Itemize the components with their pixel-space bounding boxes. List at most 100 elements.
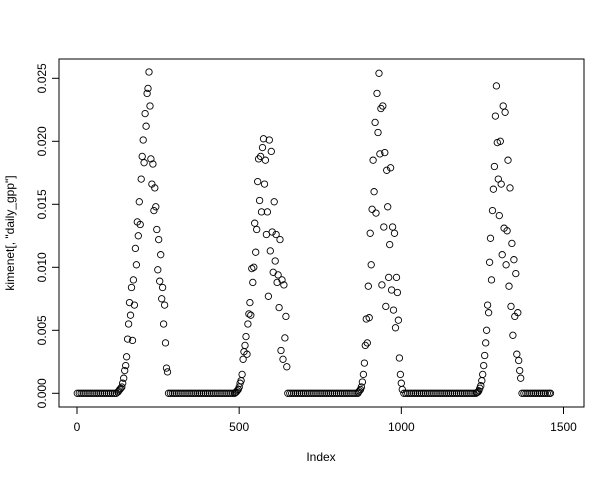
data-point bbox=[417, 389, 426, 397]
data-point bbox=[129, 276, 138, 284]
data-point bbox=[381, 148, 389, 157]
data-point bbox=[284, 389, 292, 397]
data-point bbox=[531, 389, 540, 397]
data-point bbox=[283, 363, 291, 371]
data-point bbox=[384, 203, 392, 211]
data-point bbox=[395, 354, 404, 362]
data-point bbox=[104, 389, 113, 397]
data-point bbox=[515, 356, 523, 365]
data-point bbox=[269, 268, 277, 276]
data-point bbox=[184, 389, 192, 397]
data-point bbox=[360, 359, 369, 367]
data-point bbox=[257, 208, 266, 216]
data-point bbox=[429, 389, 437, 397]
y-tick-label: 0.005 bbox=[35, 315, 49, 345]
data-point bbox=[334, 389, 343, 397]
data-point bbox=[490, 162, 499, 171]
data-point bbox=[370, 188, 378, 196]
data-point bbox=[139, 136, 147, 144]
data-point bbox=[146, 102, 154, 110]
data-point bbox=[357, 383, 366, 391]
data-point bbox=[377, 104, 385, 113]
data-point bbox=[379, 102, 387, 110]
data-point bbox=[211, 389, 219, 397]
data-point bbox=[524, 389, 532, 397]
y-tick-label: 0.020 bbox=[35, 126, 49, 156]
data-point bbox=[278, 276, 286, 284]
data-point bbox=[275, 303, 283, 312]
data-point bbox=[242, 332, 250, 341]
data-point bbox=[273, 278, 281, 287]
data-point bbox=[390, 229, 399, 237]
data-point bbox=[307, 389, 315, 397]
data-point bbox=[154, 266, 162, 274]
data-point bbox=[299, 389, 308, 397]
y-tick-label: 0.000 bbox=[35, 378, 49, 408]
data-point bbox=[276, 235, 284, 244]
data-point bbox=[372, 209, 380, 217]
data-point bbox=[110, 389, 118, 397]
data-point bbox=[166, 389, 175, 397]
data-point bbox=[85, 389, 93, 397]
data-point bbox=[241, 341, 249, 350]
data-point bbox=[516, 366, 524, 375]
data-point bbox=[255, 196, 264, 205]
data-point bbox=[134, 232, 142, 240]
data-point bbox=[363, 339, 371, 347]
data-point bbox=[487, 276, 496, 284]
data-point bbox=[81, 389, 89, 397]
data-point bbox=[233, 387, 241, 395]
data-point bbox=[142, 122, 150, 130]
data-point bbox=[151, 184, 159, 192]
data-point bbox=[118, 383, 126, 391]
data-point bbox=[137, 175, 145, 183]
data-point bbox=[410, 389, 418, 397]
data-point bbox=[355, 387, 364, 395]
data-point bbox=[195, 389, 204, 397]
data-point bbox=[164, 389, 173, 397]
data-point bbox=[496, 137, 504, 145]
data-point bbox=[73, 389, 81, 397]
data-point bbox=[108, 389, 117, 397]
data-point bbox=[437, 389, 445, 397]
data-point bbox=[477, 382, 485, 390]
data-point bbox=[89, 389, 97, 397]
data-point bbox=[431, 389, 439, 397]
data-point bbox=[332, 389, 341, 397]
data-point bbox=[344, 389, 352, 397]
data-point bbox=[122, 361, 130, 370]
x-tick-label: 500 bbox=[229, 420, 249, 434]
data-point bbox=[368, 205, 376, 213]
data-point bbox=[186, 389, 194, 397]
data-point bbox=[253, 225, 261, 234]
data-point bbox=[512, 269, 520, 278]
data-point bbox=[260, 180, 269, 188]
data-point bbox=[174, 389, 182, 397]
data-point bbox=[159, 320, 168, 328]
data-point bbox=[346, 389, 354, 397]
data-point bbox=[479, 370, 487, 379]
data-point bbox=[239, 355, 247, 363]
data-point bbox=[229, 389, 237, 397]
y-tick-label: 0.015 bbox=[35, 189, 49, 219]
data-point bbox=[290, 389, 298, 397]
data-point bbox=[464, 389, 472, 397]
data-point bbox=[116, 385, 124, 394]
data-point bbox=[254, 177, 262, 186]
data-point bbox=[188, 389, 196, 397]
data-point bbox=[145, 68, 153, 76]
data-point bbox=[427, 389, 435, 397]
data-point bbox=[272, 230, 280, 239]
data-points bbox=[73, 68, 555, 397]
data-point bbox=[510, 256, 518, 264]
data-point bbox=[207, 389, 215, 397]
data-point bbox=[135, 198, 143, 206]
data-point bbox=[321, 389, 329, 397]
data-point bbox=[244, 320, 252, 328]
x-tick-label: 0 bbox=[74, 420, 81, 434]
data-point bbox=[161, 339, 170, 347]
data-point bbox=[286, 389, 294, 397]
data-point bbox=[119, 379, 127, 387]
data-point bbox=[265, 136, 273, 144]
data-point bbox=[491, 112, 500, 120]
